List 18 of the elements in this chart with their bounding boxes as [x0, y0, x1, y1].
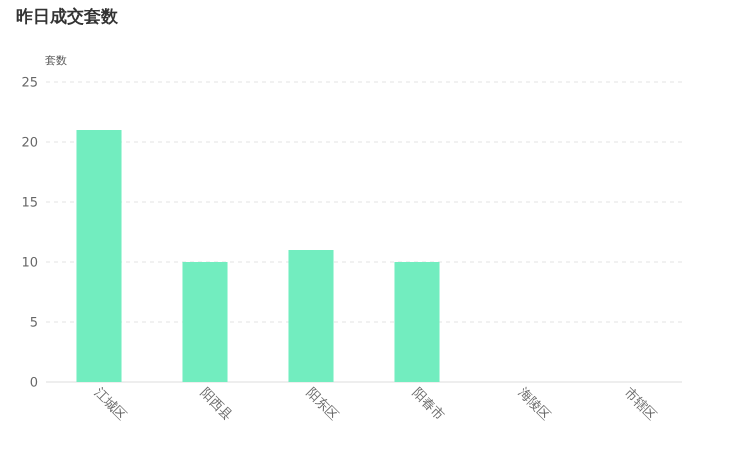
y-tick-label: 20 [21, 136, 38, 151]
y-axis-title: 套数 [45, 54, 67, 67]
chart-title: 昨日成交套数 [16, 7, 119, 27]
bar [288, 250, 334, 382]
x-tick-label: 阳春市 [408, 385, 448, 424]
x-tick-label: 海陵区 [514, 385, 554, 424]
y-tick-label: 0 [30, 376, 38, 391]
y-tick-label: 5 [30, 316, 38, 331]
bar [394, 262, 440, 382]
bar [76, 130, 122, 382]
x-tick-label: 阳西县 [196, 385, 236, 424]
y-tick-label: 10 [21, 256, 38, 271]
y-tick-label: 15 [21, 196, 38, 211]
x-tick-label: 市辖区 [620, 385, 660, 424]
y-tick-label: 25 [21, 76, 38, 91]
bar [182, 262, 228, 382]
x-tick-label: 阳东区 [302, 385, 342, 424]
x-tick-label: 江城区 [90, 385, 130, 424]
